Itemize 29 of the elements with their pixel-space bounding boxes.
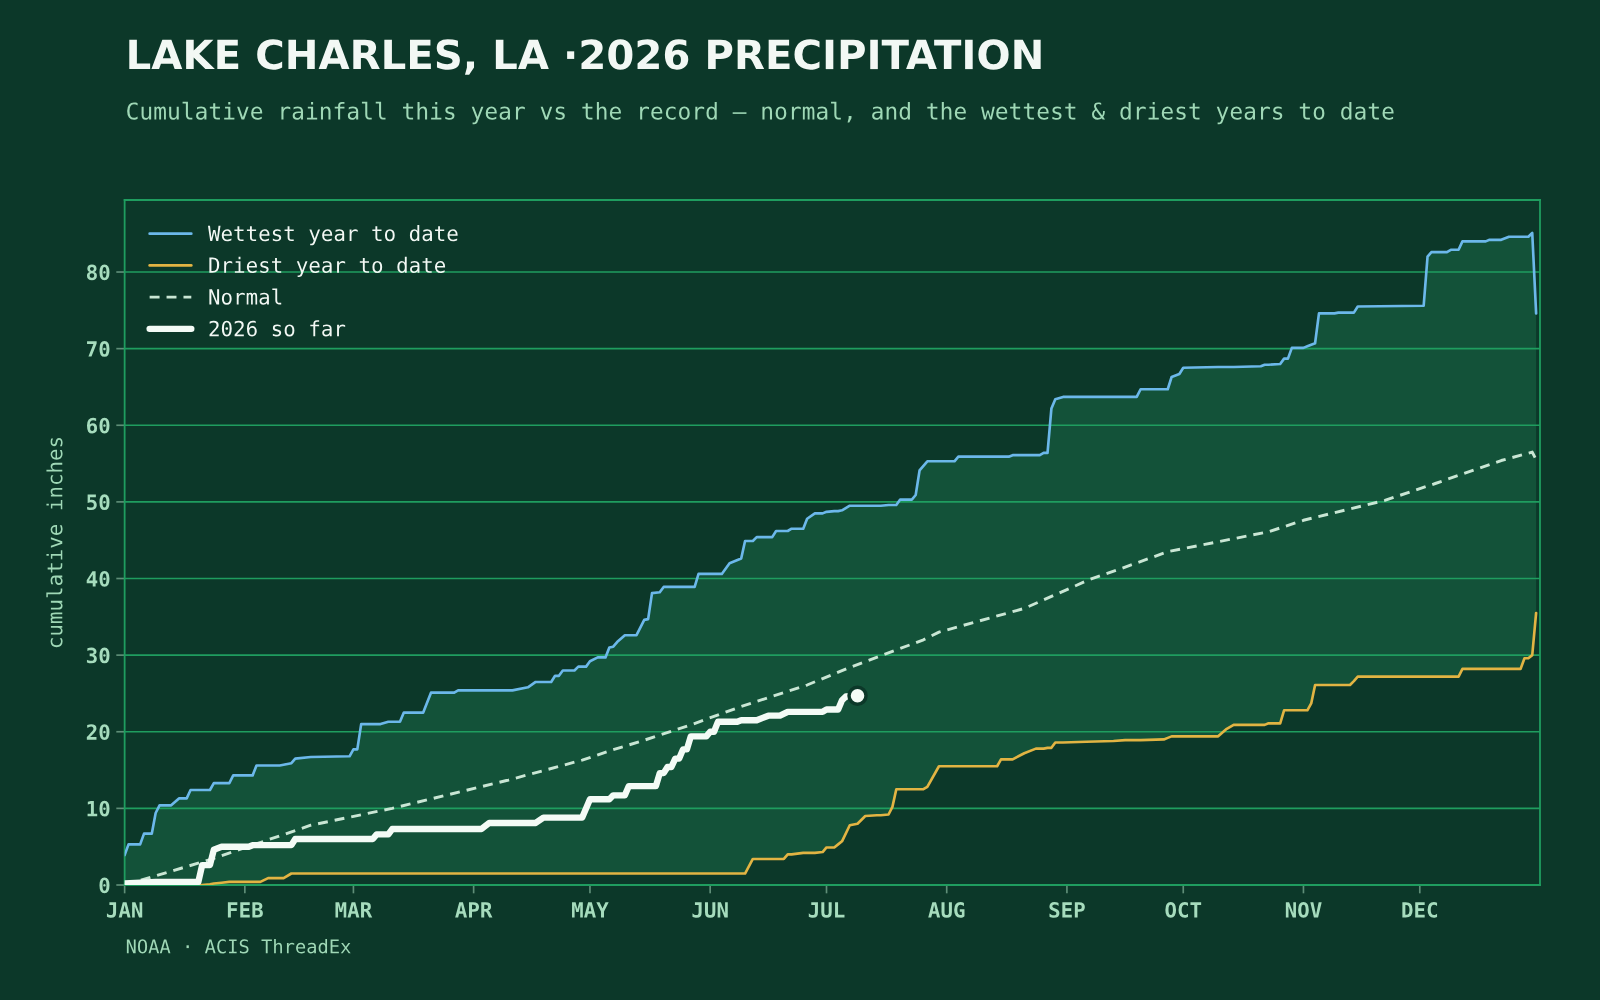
y-tick-label: 60 bbox=[87, 417, 110, 434]
legend-label: Driest year to date bbox=[209, 256, 446, 278]
x-tick-label: MAY bbox=[572, 902, 609, 918]
x-tick-label: JUL bbox=[808, 902, 845, 918]
y-tick-label: 50 bbox=[87, 494, 110, 511]
y-tick-label: 70 bbox=[87, 341, 110, 357]
x-tick-label: OCT bbox=[1165, 902, 1202, 918]
x-tick-label: SEP bbox=[1049, 902, 1085, 918]
y-tick-label: 40 bbox=[86, 570, 110, 587]
legend-label: 2026 so far bbox=[209, 320, 346, 337]
y-tick-label: 10 bbox=[87, 800, 110, 817]
x-tick-label: APR bbox=[455, 902, 493, 918]
x-tick-label: FEB bbox=[227, 902, 263, 918]
x-tick-label: JAN bbox=[106, 902, 143, 918]
y-tick-label: 0 bbox=[99, 877, 110, 894]
y-tick-label: 30 bbox=[86, 647, 110, 664]
x-tick-label: AUG bbox=[928, 902, 965, 918]
y-tick-label: 80 bbox=[86, 264, 110, 281]
y-tick-label: 20 bbox=[86, 724, 110, 740]
y-axis-title: cumulative inches bbox=[46, 437, 63, 648]
x-tick-label: NOV bbox=[1285, 902, 1322, 918]
x-tick-label: DEC bbox=[1402, 902, 1438, 918]
x-tick-label: JUN bbox=[692, 902, 728, 918]
chart-subtitle: Cumulative rainfall this year vs the record — normal, and the wettest & driest years to date bbox=[127, 101, 1394, 125]
chart-title: LAKE CHARLES, LA ·2026 PRECIPITATION bbox=[129, 39, 1041, 75]
x-tick-label: MAR bbox=[335, 902, 373, 918]
legend-label: Normal bbox=[209, 288, 282, 305]
text: NOAA · ACIS ThreadEx bbox=[126, 938, 351, 954]
legend-label: Wettest year to date bbox=[207, 225, 458, 246]
